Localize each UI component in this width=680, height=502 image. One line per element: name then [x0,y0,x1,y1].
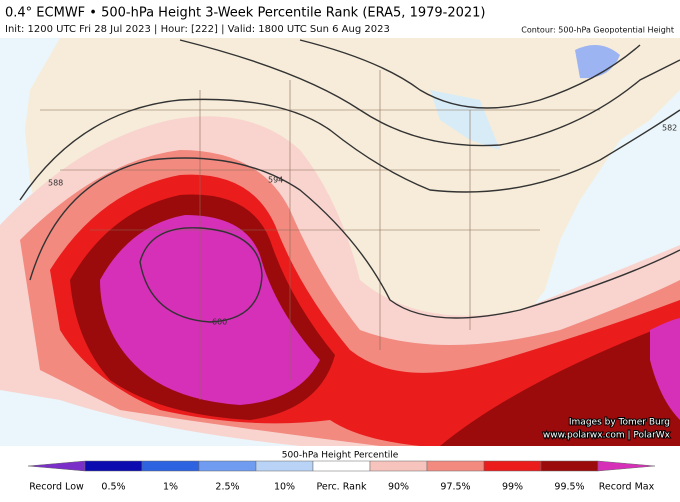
colorbar-swatch [597,460,656,472]
colorbar-swatch [255,460,314,472]
colorbar: Record Low 0.5% 1% 2.5% 10% Perc. Rank 90% 97.5… [27,460,656,493]
credit: Images by Tomer Burg [569,418,670,428]
colorbar-label: 99.5% [554,482,584,493]
contour-note: Contour: 500-hPa Geopotential Height [521,26,674,35]
record-max-area [100,215,680,420]
borders [40,70,600,400]
title: 0.4° ECMWF • 500-hPa Height 3-Week Perce… [5,6,486,21]
contour-label: 600 [212,318,227,327]
colorbar-label: 1% [163,482,178,493]
colorbar-swatch [27,460,86,472]
colorbar-label: 10% [274,482,295,493]
contour-576 [299,39,641,109]
contour-582 [179,39,680,147]
colorbar-swatch [369,460,428,472]
colorbar-swatch [84,460,143,472]
colorbar-swatch [141,460,200,472]
colorbar-label: Perc. Rank [317,482,367,493]
contour-600 [139,227,263,323]
colorbar-label: Record Max [599,482,655,493]
great-lakes [430,90,500,150]
contour-label: 588 [48,179,63,188]
colorbar-label: 0.5% [101,482,125,493]
low-percentile-area [575,45,620,79]
colorbar-label: Record Low [29,482,84,493]
colorbar-label: 97.5% [440,482,470,493]
colorbar-label: 2.5% [215,482,239,493]
colorbar-swatch [426,460,485,472]
subtitle: Init: 1200 UTC Fri 28 Jul 2023 | Hour: [… [5,24,390,35]
contour-594 [29,157,680,319]
contour-label: 582 [662,124,677,133]
colorbar-swatch [483,460,542,472]
map: 588 594 600 582 Images by Tomer Burg www… [0,38,680,447]
contour-588 [19,98,680,201]
colorbar-swatch [312,460,371,472]
colorbar-swatch [198,460,257,472]
colorbar-title: 500-hPa Height Percentile [282,451,399,461]
contour-label: 594 [268,176,283,185]
colorbar-label: 99% [502,482,523,493]
credit: www.polarwx.com | PolarWx [543,431,671,441]
colorbar-swatch [540,460,599,472]
colorbar-label: 90% [388,482,409,493]
